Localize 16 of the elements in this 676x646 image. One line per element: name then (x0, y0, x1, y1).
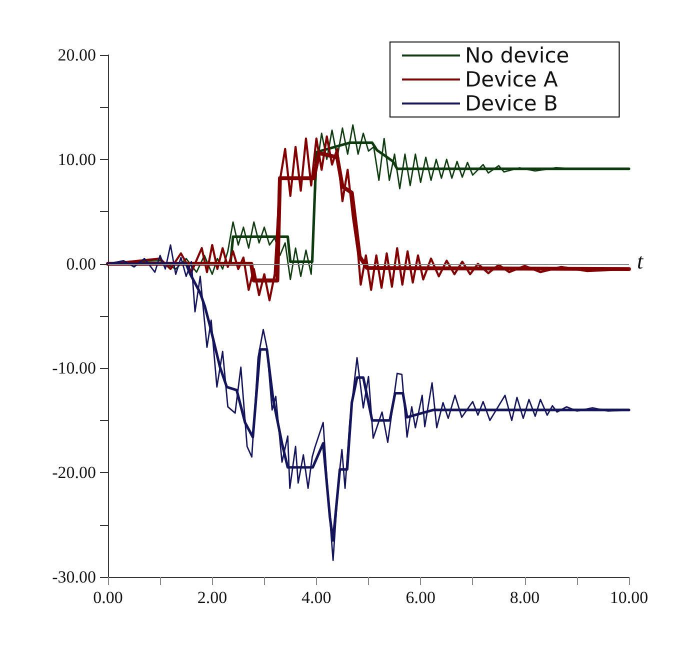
x-axis-title: t (637, 248, 644, 274)
x-tick-label: 0.00 (93, 588, 123, 607)
y-tick-label: 10.00 (58, 150, 96, 169)
x-tick-label: 4.00 (302, 588, 332, 607)
x-tick-label: 10.00 (610, 588, 648, 607)
legend-label: Device B (465, 92, 558, 116)
y-tick-label: 0.00 (66, 254, 96, 274)
y-tick-label: -20.00 (52, 463, 96, 482)
x-tick-label: 8.00 (510, 588, 540, 607)
legend-label: No device (465, 44, 570, 68)
x-tick-label: 6.00 (406, 588, 436, 607)
y-tick-label: -10.00 (52, 358, 96, 378)
legend-label: Device A (465, 68, 558, 92)
x-tick-label: 2.00 (197, 588, 228, 607)
y-tick-label: 20.00 (58, 46, 96, 64)
y-tick-label: -30.00 (52, 568, 96, 586)
